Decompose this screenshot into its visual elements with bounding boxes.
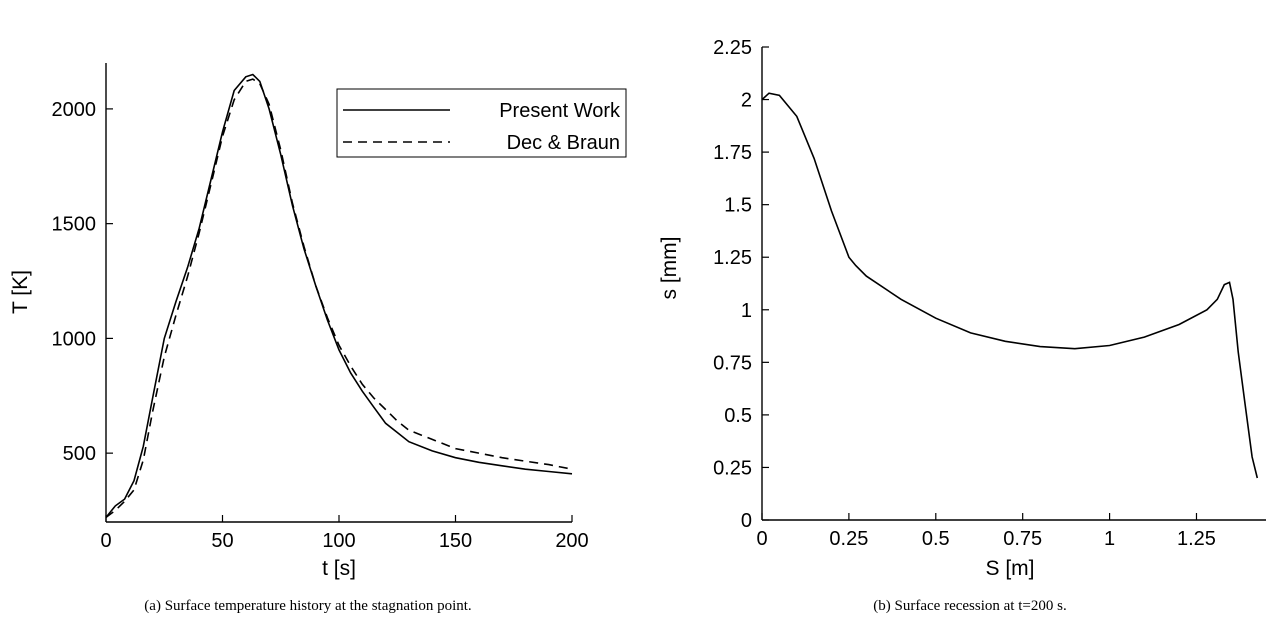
y-tick-label: 2000	[52, 99, 97, 121]
legend: Present Work Dec & Braun	[336, 88, 627, 158]
y-axis-title: s [mm]	[658, 237, 681, 300]
x-tick-label: 100	[322, 530, 355, 552]
x-tick-label: 0.25	[829, 528, 868, 550]
y-tick-label: 1.25	[713, 247, 752, 269]
y-tick-label: 0.25	[713, 457, 752, 479]
series-line-dec-braun	[105, 78, 573, 519]
y-tick-label: 1000	[52, 328, 97, 350]
legend-label-dec-braun: Dec & Braun	[507, 132, 620, 154]
x-tick-label: 50	[211, 530, 233, 552]
y-tick-label: 2	[741, 90, 752, 112]
temperature-history-chart: 0 50 100 150 200 500 1000 1500 2000 t [s] T [K]…	[9, 63, 627, 614]
x-axis-ticks: 0 0.25 0.5 0.75 1 1.25	[756, 513, 1216, 550]
x-tick-label: 1.25	[1177, 528, 1216, 550]
x-tick-label: 0.5	[922, 528, 950, 550]
y-axis-ticks: 0 0.25 0.5 0.75 1 1.25 1.5 1.75 2 2.25	[713, 37, 769, 532]
y-axis-ticks: 500 1000 1500 2000	[52, 99, 113, 465]
y-tick-label: 1.75	[713, 142, 752, 164]
x-tick-label: 1	[1104, 528, 1115, 550]
x-tick-label: 0	[100, 530, 111, 552]
y-tick-label: 1	[741, 300, 752, 322]
x-tick-label: 0.75	[1003, 528, 1042, 550]
y-axis-title: T [K]	[9, 270, 32, 314]
series-line-series	[761, 92, 1259, 479]
caption-b: (b) Surface recession at t=200 s.	[873, 598, 1066, 614]
caption-a: (a) Surface temperature history at the s…	[144, 598, 471, 614]
legend-box	[336, 88, 627, 158]
y-tick-label: 2.25	[713, 37, 752, 59]
y-tick-label: 500	[63, 443, 96, 465]
y-tick-label: 1.5	[724, 195, 752, 217]
x-axis-title: S [m]	[985, 557, 1034, 580]
temperature-series-group	[105, 73, 573, 519]
x-axis-title: t [s]	[322, 557, 356, 580]
y-tick-label: 0	[741, 510, 752, 532]
y-tick-label: 0.5	[724, 405, 752, 427]
surface-recession-chart: 0 0.25 0.5 0.75 1 1.25 0 0.25 0.5 0.75 1 1.25 1.5 1.…	[658, 37, 1266, 614]
x-tick-label: 200	[555, 530, 588, 552]
legend-label-present-work: Present Work	[499, 100, 621, 122]
series-line-present-work	[105, 73, 573, 518]
x-tick-label: 0	[756, 528, 767, 550]
recession-series-group	[761, 92, 1259, 479]
y-tick-label: 1500	[52, 214, 97, 236]
y-tick-label: 0.75	[713, 352, 752, 374]
x-tick-label: 150	[439, 530, 472, 552]
x-axis-ticks: 0 50 100 150 200	[100, 515, 589, 552]
